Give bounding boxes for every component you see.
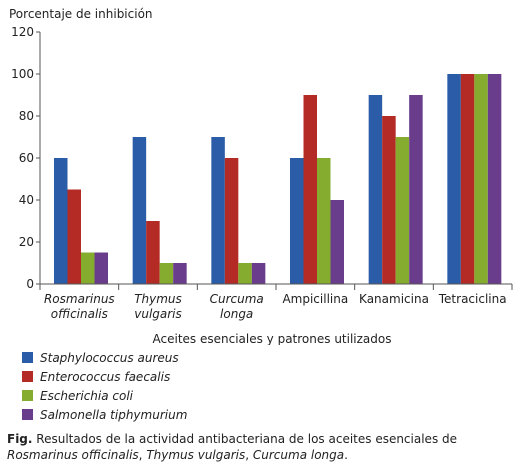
caption-end: . bbox=[344, 448, 348, 462]
x-tick-label: vulgaris bbox=[134, 307, 182, 321]
bar bbox=[67, 189, 81, 284]
y-tick-label: 60 bbox=[19, 151, 34, 165]
legend-item: Salmonella tiphymurium bbox=[22, 405, 187, 424]
x-tick-label: Thymus bbox=[134, 292, 182, 306]
bar bbox=[330, 200, 344, 284]
x-tick-label: Rosmarinus bbox=[44, 292, 115, 306]
bar bbox=[81, 252, 95, 284]
y-tick-label: 100 bbox=[11, 67, 34, 81]
legend-swatch bbox=[22, 371, 33, 382]
bar bbox=[460, 74, 475, 284]
y-tick-label: 20 bbox=[19, 235, 34, 249]
x-tick-label: Tetraciclina bbox=[438, 292, 507, 306]
bar bbox=[132, 137, 147, 284]
x-tick-label: officinalis bbox=[51, 307, 108, 321]
legend-item: Enterococcus faecalis bbox=[22, 367, 187, 386]
caption-label: Fig. bbox=[7, 432, 33, 446]
caption-separator: , bbox=[245, 448, 253, 462]
bar-chart: Porcentaje de inhibición 0 20 40 60 80 100 120… bbox=[9, 7, 513, 345]
y-axis-title: Porcentaje de inhibición bbox=[9, 7, 153, 21]
y-tick-label: 120 bbox=[11, 25, 34, 39]
legend-item: Escherichia coli bbox=[22, 386, 187, 405]
bar bbox=[251, 263, 266, 284]
y-tick-label: 80 bbox=[19, 109, 34, 123]
legend-swatch bbox=[22, 409, 33, 420]
bar bbox=[474, 74, 488, 284]
legend-swatch bbox=[22, 352, 33, 363]
caption-separator: , bbox=[138, 448, 147, 462]
legend-item: Staphylococcus aureus bbox=[22, 348, 187, 367]
bar bbox=[159, 263, 174, 284]
legend: Staphylococcus aureus Enterococcus faecal… bbox=[22, 348, 187, 424]
bar bbox=[382, 116, 396, 284]
bar bbox=[368, 95, 383, 284]
caption-species-3: Curcuma longa bbox=[252, 448, 345, 462]
bar bbox=[94, 252, 108, 284]
bar bbox=[303, 95, 317, 284]
bars-group bbox=[54, 74, 502, 284]
bar bbox=[317, 158, 331, 284]
caption-text: Resultados de la actividad antibacterian… bbox=[32, 432, 458, 446]
bar bbox=[487, 74, 502, 284]
legend-label: Escherichia coli bbox=[40, 388, 133, 403]
legend-label: Staphylococcus aureus bbox=[40, 350, 179, 365]
y-tick-label: 40 bbox=[19, 193, 34, 207]
legend-swatch bbox=[22, 390, 33, 401]
figure-caption: Fig. Resultados de la actividad antibact… bbox=[7, 431, 523, 463]
x-tick-label: Curcuma bbox=[210, 292, 264, 306]
caption-species-2: Thymus vulgaris bbox=[146, 448, 246, 462]
caption-species-1: Rosmarinus officinalis bbox=[7, 448, 139, 462]
x-tick-label: Kanamicina bbox=[359, 292, 429, 306]
legend-label: Salmonella tiphymurium bbox=[40, 407, 188, 422]
bar bbox=[54, 158, 68, 284]
bar bbox=[409, 95, 423, 284]
bar bbox=[211, 137, 225, 284]
y-tick-label: 0 bbox=[26, 277, 34, 291]
x-tick-label: Ampicillina bbox=[282, 292, 348, 306]
bar bbox=[173, 263, 187, 284]
bar bbox=[224, 158, 239, 284]
bar bbox=[238, 263, 252, 284]
bar bbox=[395, 137, 410, 284]
x-tick-label: longa bbox=[220, 307, 253, 321]
x-axis-title: Aceites esenciales y patrones utilizados bbox=[153, 332, 392, 345]
bar bbox=[146, 221, 160, 284]
legend-label: Enterococcus faecalis bbox=[40, 369, 171, 384]
bar bbox=[290, 158, 304, 284]
bar bbox=[447, 74, 461, 284]
